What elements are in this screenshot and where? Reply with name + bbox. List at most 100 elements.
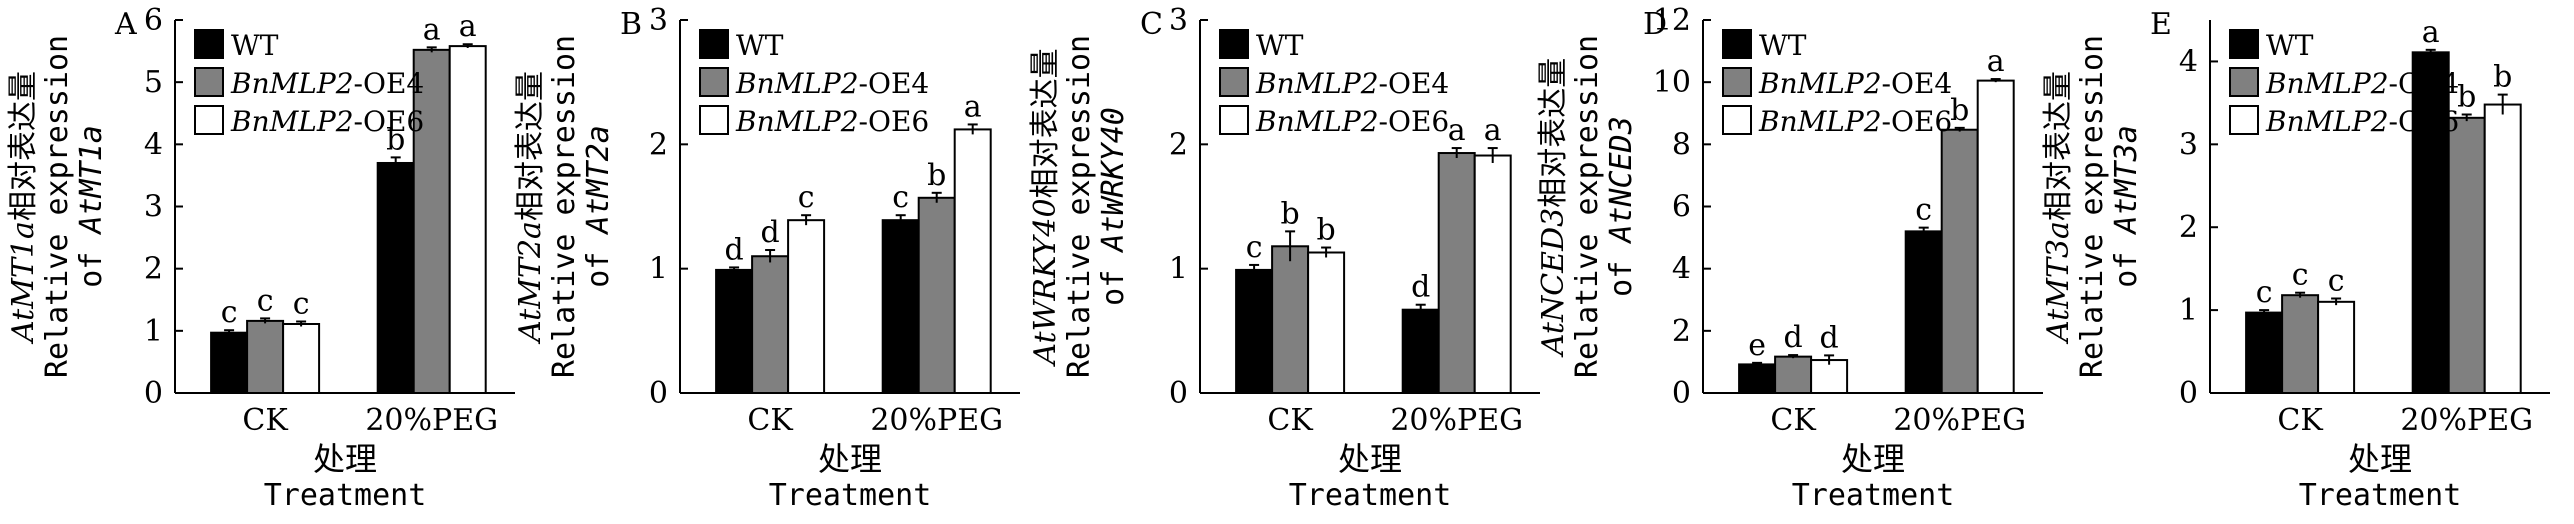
legend-swatch xyxy=(194,105,224,135)
y-tick-label: 0 xyxy=(1169,376,1188,411)
significance-letter: a xyxy=(1484,113,1502,148)
bar xyxy=(1810,359,1849,394)
y-tick-label: 6 xyxy=(144,3,163,38)
x-tick-label: CK xyxy=(747,403,793,438)
significance-letter: a xyxy=(459,9,477,44)
y-axis-title-gene: of AtMT1a xyxy=(74,125,109,288)
significance-letter: b xyxy=(386,122,405,157)
y-tick-label: 2 xyxy=(1169,127,1188,162)
significance-letter: c xyxy=(1915,193,1932,228)
x-axis-title-cn: 处理 xyxy=(818,440,882,478)
bar xyxy=(1774,355,1813,395)
y-axis-title-gene: of AtWRKY40 xyxy=(1096,107,1131,306)
y-axis-title-en: Relative expression xyxy=(2075,35,2110,378)
legend-swatch xyxy=(1219,67,1249,97)
x-tick-label: CK xyxy=(1770,403,1816,438)
bar xyxy=(2245,311,2284,394)
y-axis-title-en: Relative expression xyxy=(547,35,582,378)
y-tick-label: 10 xyxy=(1653,65,1691,100)
bar xyxy=(787,219,826,394)
legend-label: BnMLP2-OE6 xyxy=(735,105,929,138)
bar xyxy=(2411,51,2450,395)
bar xyxy=(917,196,956,394)
bar xyxy=(1437,152,1476,394)
significance-letter: b xyxy=(1950,93,1969,128)
bar xyxy=(412,48,451,395)
legend-label: WT xyxy=(1256,29,1304,62)
significance-letter: d xyxy=(760,215,779,250)
y-tick-label: 1 xyxy=(649,252,668,287)
y-tick-label: 0 xyxy=(2179,376,2198,411)
x-tick-label: 20%PEG xyxy=(870,403,1003,438)
bar xyxy=(1473,154,1512,394)
x-tick-label: 20%PEG xyxy=(2400,403,2533,438)
bar xyxy=(2317,300,2356,395)
bar xyxy=(1738,363,1777,394)
bar xyxy=(2447,116,2486,394)
legend-label: BnMLP2-OE4 xyxy=(2265,67,2459,100)
legend-label: BnMLP2-OE6 xyxy=(230,105,424,138)
y-tick-label: 1 xyxy=(144,314,163,349)
bar xyxy=(2483,103,2522,395)
legend-label: BnMLP2-OE4 xyxy=(1255,67,1449,100)
y-axis-title-en: Relative expression xyxy=(40,35,75,378)
bar xyxy=(881,219,920,394)
significance-letter: c xyxy=(2328,264,2345,299)
legend-label: BnMLP2-OE4 xyxy=(735,67,929,100)
panel-letter: E xyxy=(2150,7,2172,42)
x-tick-label: CK xyxy=(242,403,288,438)
significance-letter: a xyxy=(1448,113,1466,148)
significance-letter: a xyxy=(1987,44,2005,79)
legend-swatch xyxy=(1219,29,1249,59)
y-tick-label: 12 xyxy=(1653,3,1691,38)
y-axis-title-cn: AtMT3a相对表达量 xyxy=(2041,71,2076,345)
x-axis-title-en: Treatment xyxy=(1289,478,1452,513)
panel-letter: A xyxy=(114,7,137,42)
bar xyxy=(1235,268,1274,394)
legend-label: BnMLP2-OE6 xyxy=(1255,105,1449,138)
y-tick-label: 4 xyxy=(2179,44,2198,79)
significance-letter: a xyxy=(964,89,982,124)
x-tick-label: CK xyxy=(2277,403,2323,438)
significance-letter: c xyxy=(798,180,815,215)
x-tick-label: 20%PEG xyxy=(1893,403,2026,438)
x-axis-title-en: Treatment xyxy=(769,478,932,513)
bar xyxy=(1904,230,1943,394)
bar xyxy=(282,322,321,394)
legend-label: BnMLP2-OE4 xyxy=(1758,67,1952,100)
x-axis-title-cn: 处理 xyxy=(313,440,377,478)
y-tick-label: 4 xyxy=(144,127,163,162)
legend-swatch xyxy=(1219,105,1249,135)
legend-swatch xyxy=(699,105,729,135)
y-axis-title-cn: AtNCED3相对表达量 xyxy=(1536,58,1571,358)
bar xyxy=(376,161,415,394)
significance-letter: c xyxy=(892,180,909,215)
x-axis-title-en: Treatment xyxy=(2299,478,2462,513)
bar xyxy=(210,331,249,394)
legend-label: BnMLP2-OE4 xyxy=(230,67,424,100)
y-tick-label: 4 xyxy=(1672,252,1691,287)
y-axis-title-cn: AtMT2a相对表达量 xyxy=(513,71,548,345)
panel-letter: B xyxy=(620,7,642,42)
significance-letter: b xyxy=(2457,79,2476,114)
legend-swatch xyxy=(699,29,729,59)
bar xyxy=(1271,245,1310,394)
significance-letter: a xyxy=(423,12,441,47)
y-tick-label: 5 xyxy=(144,65,163,100)
y-tick-label: 2 xyxy=(2179,210,2198,245)
legend-swatch xyxy=(2229,67,2259,97)
significance-letter: c xyxy=(293,287,310,322)
y-tick-label: 0 xyxy=(144,376,163,411)
x-axis-title-cn: 处理 xyxy=(1841,440,1905,478)
bar xyxy=(1940,128,1979,395)
significance-letter: d xyxy=(724,232,743,267)
significance-letter: d xyxy=(1819,320,1838,355)
bar xyxy=(1976,79,2015,395)
significance-letter: e xyxy=(1748,328,1766,363)
bar xyxy=(1307,251,1346,394)
legend-swatch xyxy=(699,67,729,97)
bar xyxy=(715,268,754,394)
